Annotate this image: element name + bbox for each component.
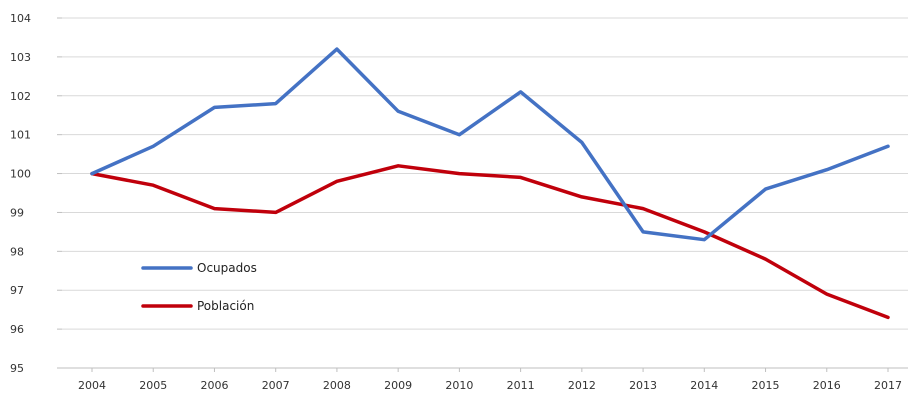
y-tick-label: 102 [10,90,31,103]
series-lines [90,47,890,320]
x-tick-label: 2007 [262,379,290,392]
y-tick-label: 104 [10,12,31,25]
x-tick-label: 2015 [752,379,780,392]
x-tick-label: 2012 [568,379,596,392]
x-tick-label: 2005 [139,379,167,392]
x-tick-label: 2014 [690,379,718,392]
x-tick-label: 2011 [507,379,535,392]
grid-lines [57,17,908,369]
x-axis-ticks: 2004 2005 2006 2007 2008 2009 2010 2011 2012 2013… [78,368,902,392]
series-line-ocupados [90,47,890,242]
y-tick-label: 101 [10,129,31,142]
y-tick-label: 103 [10,51,31,64]
x-tick-label: 2004 [78,379,106,392]
y-tick-label: 100 [10,168,31,181]
legend: Ocupados Población [141,261,257,313]
x-tick-label: 2013 [629,379,657,392]
y-axis-ticks: 95 96 97 98 99 100 101 102 103 104 [10,12,31,375]
series-line-poblacion [90,164,890,320]
y-tick-label: 96 [10,323,24,336]
x-tick-label: 2009 [384,379,412,392]
x-tick-label: 2016 [813,379,841,392]
y-tick-label: 99 [10,206,24,219]
legend-label: Ocupados [197,261,257,275]
legend-label: Población [197,299,254,313]
x-tick-label: 2017 [874,379,902,392]
y-tick-label: 95 [10,362,24,375]
x-tick-label: 2010 [445,379,473,392]
x-tick-label: 2006 [200,379,228,392]
y-tick-label: 98 [10,245,24,258]
x-tick-label: 2008 [323,379,351,392]
y-tick-label: 97 [10,284,24,297]
